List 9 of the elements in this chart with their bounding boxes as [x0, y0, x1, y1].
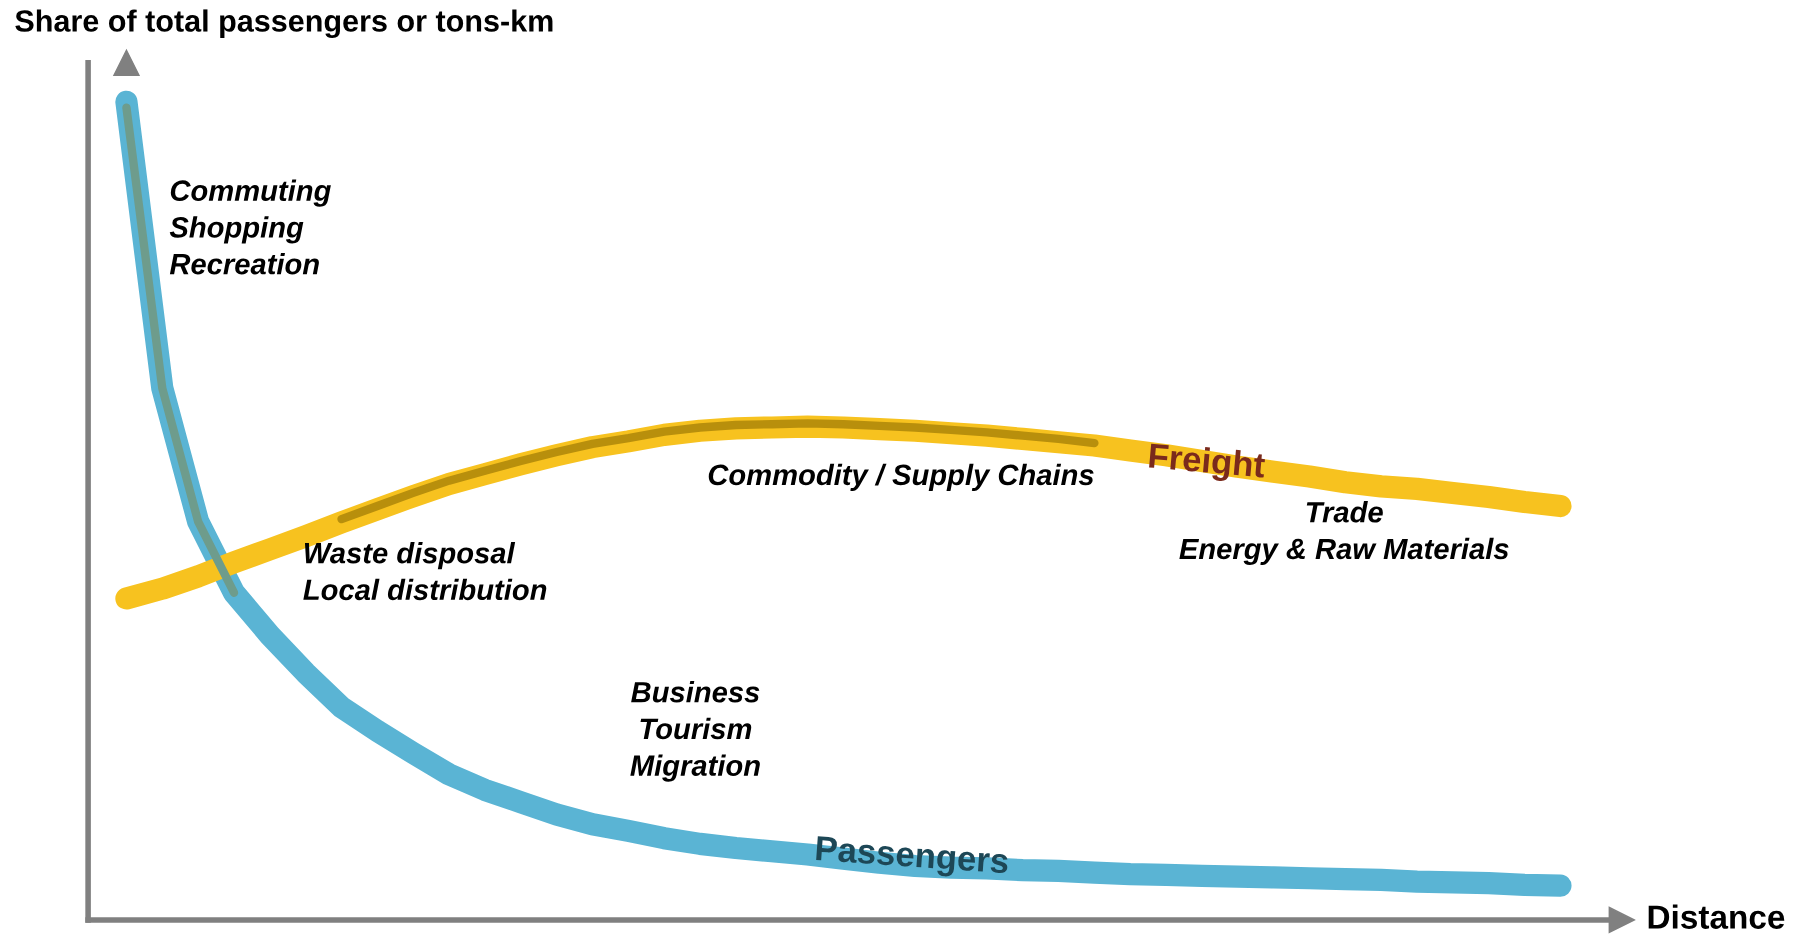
x-axis-title: Distance [1648, 904, 1785, 929]
annotation: Business Tourism Migration [630, 681, 760, 782]
annotation: Waste disposal Local distribution [303, 542, 547, 601]
annotation: Trade Energy & Raw Materials [1179, 501, 1509, 565]
series-label: Passengers [815, 836, 1009, 881]
annotation: Commuting Shopping Recreation [169, 179, 331, 275]
series-label: Freight [1148, 442, 1266, 485]
y-axis-title: Share of total passengers or tons-km [15, 9, 553, 39]
annotation: Commodity / Supply Chains [708, 463, 1094, 491]
